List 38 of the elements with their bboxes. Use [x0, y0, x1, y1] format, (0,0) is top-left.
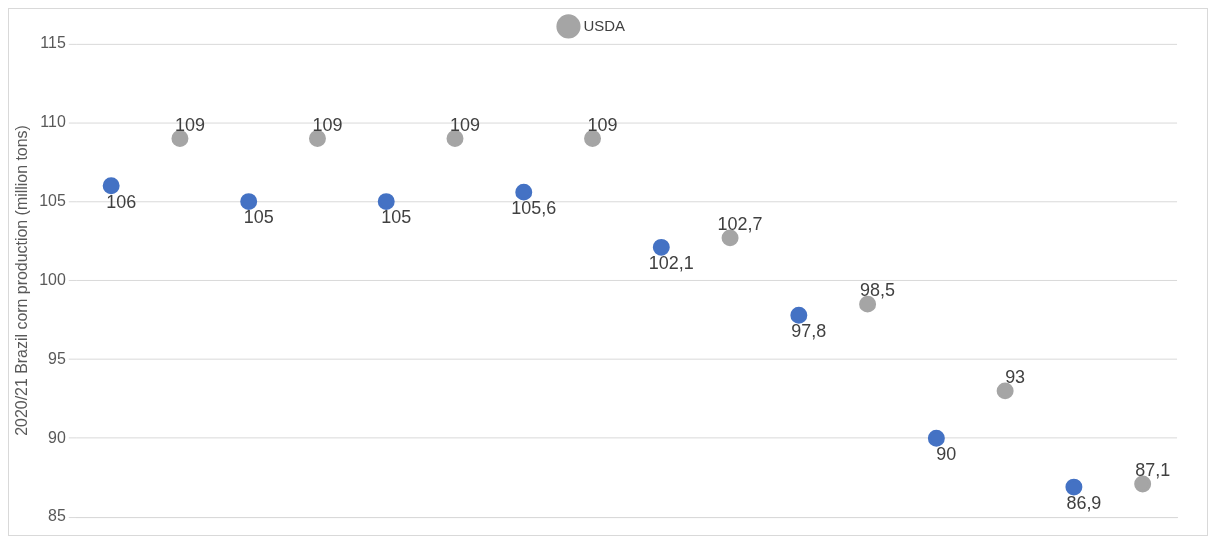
y-axis-title: 2020/21 Brazil corn production (million tons): [12, 125, 30, 436]
data-label: 109: [587, 114, 618, 135]
data-label: 106: [106, 191, 137, 212]
data-label: 90: [936, 444, 957, 465]
y-tick-label: 105: [39, 192, 66, 209]
point: [584, 130, 602, 147]
data-label: 105: [243, 207, 274, 228]
data-label: 105,6: [511, 198, 557, 219]
data-label: 109: [174, 114, 205, 135]
data-label: 105: [381, 207, 412, 228]
point: [515, 183, 533, 201]
point: [377, 193, 395, 211]
data-label: 87,1: [1135, 459, 1171, 480]
data-label: 102,1: [648, 253, 694, 274]
data-label: 109: [312, 114, 343, 135]
point: [652, 238, 670, 256]
point: [102, 177, 120, 195]
data-label: 102,7: [717, 213, 763, 234]
point: [446, 130, 464, 147]
y-tick-label: 115: [40, 34, 66, 52]
point: [927, 429, 945, 447]
point: [308, 130, 326, 147]
data-label: 86,9: [1066, 493, 1102, 513]
point: [1065, 478, 1083, 496]
data-label: 109: [450, 114, 480, 135]
y-tick-label: 95: [48, 349, 66, 367]
point: [996, 382, 1014, 400]
point: [171, 130, 189, 147]
data-label: 97,8: [791, 321, 827, 342]
data-label: 93: [1005, 366, 1026, 387]
y-tick-label: 110: [40, 113, 66, 131]
y-tick-label: 85: [48, 507, 66, 525]
data-label: 98,5: [860, 280, 896, 301]
y-tick-label: 100: [39, 270, 66, 288]
point: [790, 306, 808, 324]
y-tick-label: 90: [48, 428, 66, 446]
point: [240, 193, 258, 211]
legend-label: USDA: [583, 16, 626, 34]
